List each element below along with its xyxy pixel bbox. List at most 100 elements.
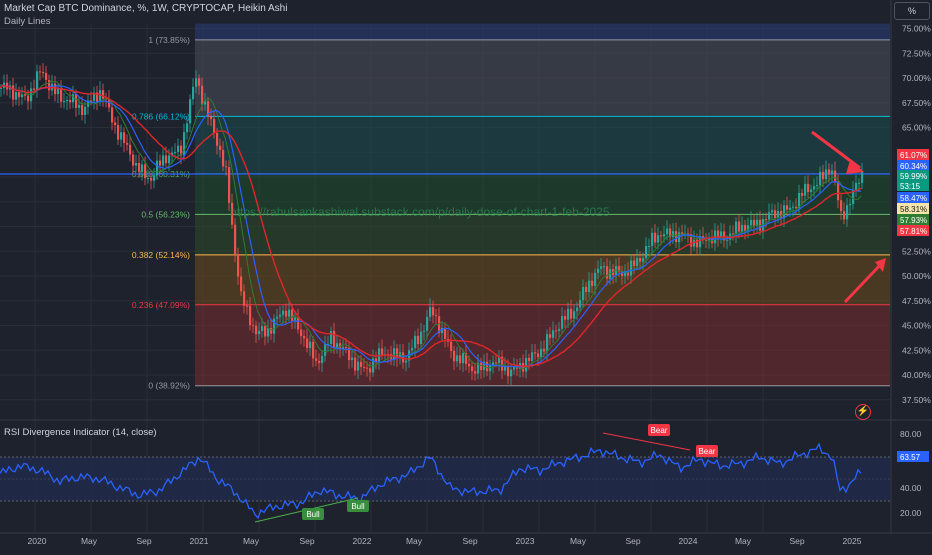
candle-body (285, 310, 288, 317)
candle-body (270, 327, 273, 334)
candle-body (573, 311, 576, 319)
time-axis-tick: 2021 (190, 536, 209, 546)
candle-body (582, 286, 585, 301)
candle-body (801, 193, 804, 196)
candle-body (474, 371, 477, 374)
candle-body (552, 330, 555, 338)
price-axis-tick: 70.00% (902, 73, 931, 83)
candle-body (396, 348, 399, 358)
candle-body (360, 361, 363, 367)
price-badge: 59.99% (897, 170, 929, 181)
candle-body (567, 308, 570, 320)
candle-body (321, 355, 324, 364)
fib-level-label: 0.236 (47.09%) (132, 300, 190, 310)
candle-body (525, 357, 528, 372)
candle-body (840, 200, 843, 212)
candle-body (762, 219, 765, 231)
candle-body (744, 224, 747, 231)
price-badge: 60.34% (897, 160, 929, 171)
price-badge-text: 61.07% (900, 151, 927, 160)
candle-body (444, 327, 447, 339)
candle-body (405, 360, 408, 363)
candle-body (837, 181, 840, 201)
candle-body (318, 360, 321, 364)
price-axis-tick: 47.50% (902, 296, 931, 306)
candle-body (249, 305, 252, 326)
time-axis-tick: May (81, 536, 98, 546)
candle-body (789, 207, 792, 210)
candle-body (279, 314, 282, 317)
fib-zone (195, 254, 890, 305)
candle-body (399, 352, 402, 358)
candle-body (771, 210, 774, 213)
candle-body (228, 167, 231, 203)
time-axis-tick: 2022 (353, 536, 372, 546)
bull-label: Bull (347, 500, 369, 512)
candle-body (522, 362, 525, 372)
currency-button[interactable]: % (894, 2, 930, 20)
candle-body (633, 260, 636, 266)
rsi-current-badge-bg (897, 451, 929, 462)
candle-body (45, 73, 48, 81)
candle-body (18, 92, 21, 98)
candle-body (60, 88, 63, 102)
bear-label-bg (648, 424, 670, 436)
candle-body (309, 341, 312, 349)
candle-body (213, 119, 216, 134)
candle-body (192, 86, 195, 100)
candle-body (222, 150, 225, 167)
candle-body (819, 171, 822, 186)
candle-body (681, 232, 684, 235)
candle-body (195, 78, 198, 87)
candle-body (588, 280, 591, 292)
candle-body (441, 327, 444, 334)
time-axis-tick: Sep (136, 536, 151, 546)
time-axis-tick: 2024 (679, 536, 698, 546)
candle-body (456, 355, 459, 362)
candle-body (531, 352, 534, 361)
bear-label-bg (696, 445, 718, 457)
flash-icon[interactable]: ⚡ (855, 404, 871, 420)
candle-body (375, 358, 378, 362)
candle-body (144, 164, 147, 179)
price-badge-text: 57.81% (900, 227, 927, 236)
candle-body (591, 280, 594, 287)
candle-body (726, 239, 729, 241)
candle-body (24, 94, 27, 96)
candle-body (489, 365, 492, 372)
candle-body (111, 107, 114, 123)
chart-subtitle: Daily Lines (4, 16, 51, 27)
candle-body (618, 266, 621, 272)
candle-body (378, 348, 381, 362)
candle-body (666, 228, 669, 235)
price-badge: 57.93% (897, 214, 929, 225)
candle-body (21, 94, 24, 98)
time-axis-tick: Sep (299, 536, 314, 546)
candle-body (600, 266, 603, 269)
candle-body (471, 366, 474, 372)
candle-body (84, 106, 87, 115)
candle-body (15, 92, 18, 100)
candle-body (99, 90, 102, 103)
candle-body (27, 95, 30, 102)
candle-body (243, 291, 246, 306)
candle-body (255, 325, 258, 335)
bull-label: Bull (302, 508, 324, 520)
candle-body (768, 212, 771, 220)
candle-body (210, 116, 213, 120)
candle-body (135, 162, 138, 166)
candle-body (237, 253, 240, 277)
candle-body (264, 326, 267, 337)
fib-zone (195, 214, 890, 255)
candle-body (597, 268, 600, 273)
candle-body (324, 344, 327, 356)
candle-body (663, 234, 666, 237)
candle-body (291, 309, 294, 321)
time-axis-tick: 2020 (28, 536, 47, 546)
candle-body (669, 228, 672, 238)
candle-body (276, 316, 279, 319)
candle-body (315, 358, 318, 361)
candle-body (504, 366, 507, 371)
